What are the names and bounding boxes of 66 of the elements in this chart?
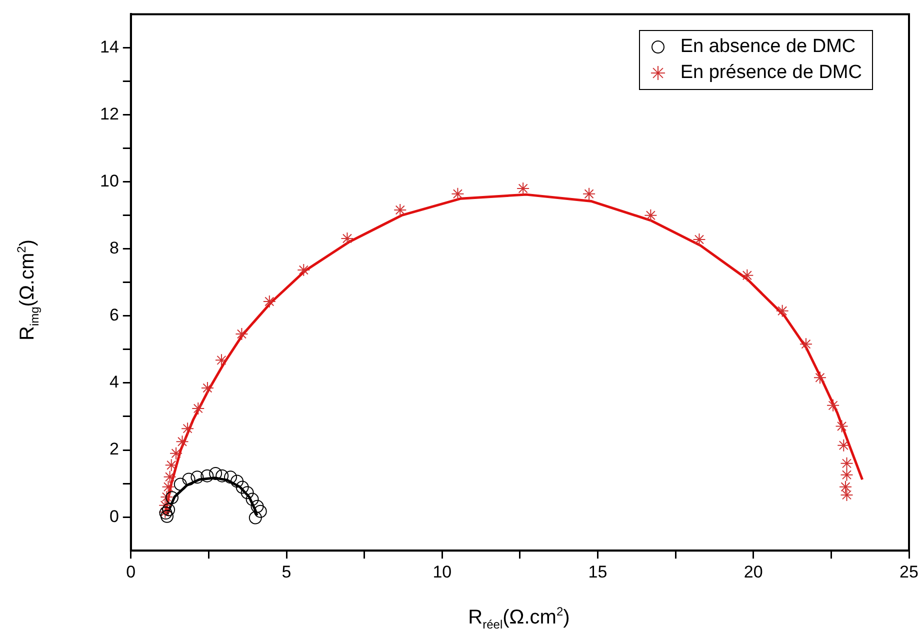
y-tick-label: 2	[109, 440, 119, 459]
point	[246, 492, 259, 506]
x-tick-label: 15	[588, 562, 608, 582]
point	[644, 208, 658, 222]
point	[262, 295, 276, 308]
point	[214, 354, 228, 367]
x-axis-title: R$_{réel}$(Ω.cm$^{2}$)	[468, 604, 570, 632]
point	[182, 472, 196, 486]
point	[224, 470, 238, 484]
point	[254, 504, 267, 518]
point	[181, 422, 194, 436]
point	[776, 304, 789, 318]
point	[516, 182, 530, 196]
point	[160, 490, 174, 504]
point	[840, 468, 854, 482]
y-tick-label: 6	[109, 306, 119, 325]
point	[216, 469, 229, 482]
point	[162, 480, 175, 494]
point	[176, 435, 189, 448]
point	[240, 486, 254, 500]
point	[158, 498, 172, 512]
point	[248, 511, 262, 524]
point	[192, 402, 205, 415]
y-tick-label: 14	[100, 37, 119, 56]
y-tick-label: 10	[100, 172, 119, 191]
point	[692, 232, 706, 246]
point	[163, 470, 176, 484]
y-tick-label: 4	[109, 372, 119, 392]
point	[235, 328, 248, 341]
legend-label: En absence de DMC	[680, 35, 856, 60]
point	[835, 420, 848, 433]
point	[236, 480, 249, 494]
point	[164, 458, 178, 472]
point	[837, 438, 850, 452]
point	[297, 263, 310, 276]
point	[740, 268, 754, 282]
point	[190, 470, 204, 484]
point	[799, 338, 812, 351]
x-tick-label: 10	[432, 562, 452, 582]
point	[170, 446, 183, 460]
legend-label: En présence de DMC	[680, 61, 862, 86]
point	[160, 510, 174, 523]
point	[813, 371, 826, 384]
point	[840, 456, 854, 470]
point	[582, 187, 596, 200]
y-tick-label: 12	[100, 104, 119, 124]
point	[451, 187, 464, 200]
x-tick-label: 0	[126, 562, 136, 582]
point	[230, 474, 244, 488]
point	[174, 478, 187, 491]
point	[162, 503, 176, 516]
point	[839, 480, 852, 494]
point	[250, 500, 264, 513]
x-tick-label: 20	[744, 562, 763, 582]
point	[209, 466, 222, 480]
point	[340, 232, 354, 245]
y-tick-label: 0	[109, 506, 119, 526]
point	[394, 203, 407, 216]
point	[826, 398, 840, 412]
point	[200, 469, 214, 482]
point	[840, 488, 854, 502]
y-tick-label: 8	[109, 238, 119, 258]
point	[200, 382, 214, 395]
x-tick-label: 5	[282, 562, 292, 582]
x-tick-label: 25	[900, 562, 918, 582]
point	[165, 491, 178, 504]
